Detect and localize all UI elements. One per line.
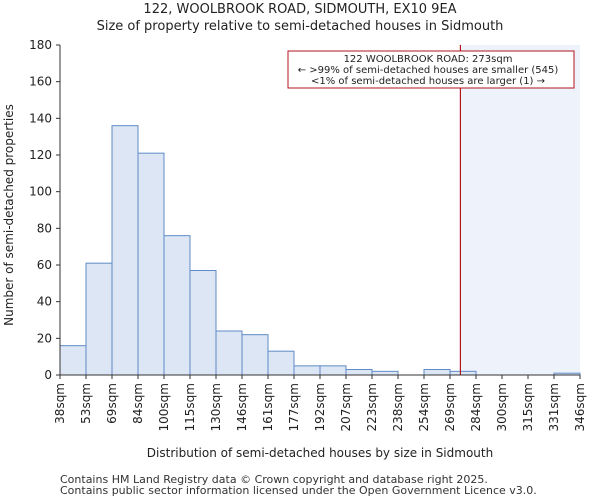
x-tick-label: 146sqm [235, 383, 249, 431]
x-tick-label: 346sqm [573, 383, 587, 431]
histogram-bar [85, 262, 113, 376]
histogram-bar [163, 235, 191, 376]
x-tick-label: 284sqm [469, 383, 483, 431]
x-axis-label: Distribution of semi-detached houses by … [147, 446, 493, 460]
y-tick-label: 140 [29, 111, 52, 125]
histogram-bar [267, 350, 295, 376]
histogram-bar [319, 365, 347, 376]
x-tick-label: 315sqm [521, 383, 535, 431]
x-tick-label: 53sqm [79, 383, 93, 424]
larger-region-highlight [460, 45, 580, 375]
annotation-line-3: <1% of semi-detached houses are larger (… [311, 76, 545, 87]
x-tick-label: 115sqm [183, 383, 197, 431]
x-tick-label: 130sqm [209, 383, 223, 431]
x-tick-label: 100sqm [157, 383, 171, 431]
histogram-bar [215, 330, 243, 376]
histogram-bar [449, 370, 477, 376]
x-tick-label: 207sqm [339, 383, 353, 431]
x-tick-label: 238sqm [391, 383, 405, 431]
y-tick-label: 100 [29, 185, 52, 199]
annotation-line-2: ← >99% of semi-detached houses are small… [298, 65, 559, 76]
x-tick-label: 161sqm [261, 383, 275, 431]
y-tick-label: 160 [29, 75, 52, 89]
y-axis-label: Number of semi-detached properties [2, 104, 16, 326]
x-tick-label: 38sqm [53, 383, 67, 424]
y-tick-label: 180 [29, 38, 52, 52]
histogram-bar [59, 345, 87, 376]
histogram-bar [189, 270, 217, 376]
annotation-box: 122 WOOLBROOK ROAD: 273sqm ← >99% of sem… [287, 50, 575, 89]
histogram-bar [345, 369, 373, 376]
x-tick-label: 269sqm [443, 383, 457, 431]
histogram-bar [111, 125, 139, 376]
x-tick-label: 69sqm [105, 383, 119, 424]
chart-subtitle: Size of property relative to semi-detach… [96, 19, 504, 34]
x-tick-label: 223sqm [365, 383, 379, 431]
y-tick-label: 0 [44, 368, 52, 382]
histogram-bar [371, 370, 399, 376]
y-tick-label: 20 [37, 331, 52, 345]
histogram-bar [241, 334, 269, 376]
x-tick-label: 254sqm [417, 383, 431, 431]
footer-line-2: Contains public sector information licen… [60, 484, 537, 497]
histogram-bar [423, 369, 451, 376]
y-tick-label: 80 [37, 221, 52, 235]
y-tick-label: 40 [37, 295, 52, 309]
annotation-line-1: 122 WOOLBROOK ROAD: 273sqm [344, 54, 513, 65]
footer-line-1: Contains HM Land Registry data © Crown c… [60, 473, 488, 486]
histogram-bar [293, 365, 321, 376]
x-tick-label: 177sqm [287, 383, 301, 431]
histogram-bar [137, 152, 165, 376]
x-tick-label: 84sqm [131, 383, 145, 424]
x-tick-label: 192sqm [313, 383, 327, 431]
x-tick-label: 300sqm [495, 383, 509, 431]
chart-title: 122, WOOLBROOK ROAD, SIDMOUTH, EX10 9EA [143, 2, 457, 17]
x-tick-label: 331sqm [547, 383, 561, 431]
y-tick-label: 120 [29, 148, 52, 162]
y-tick-label: 60 [37, 258, 52, 272]
